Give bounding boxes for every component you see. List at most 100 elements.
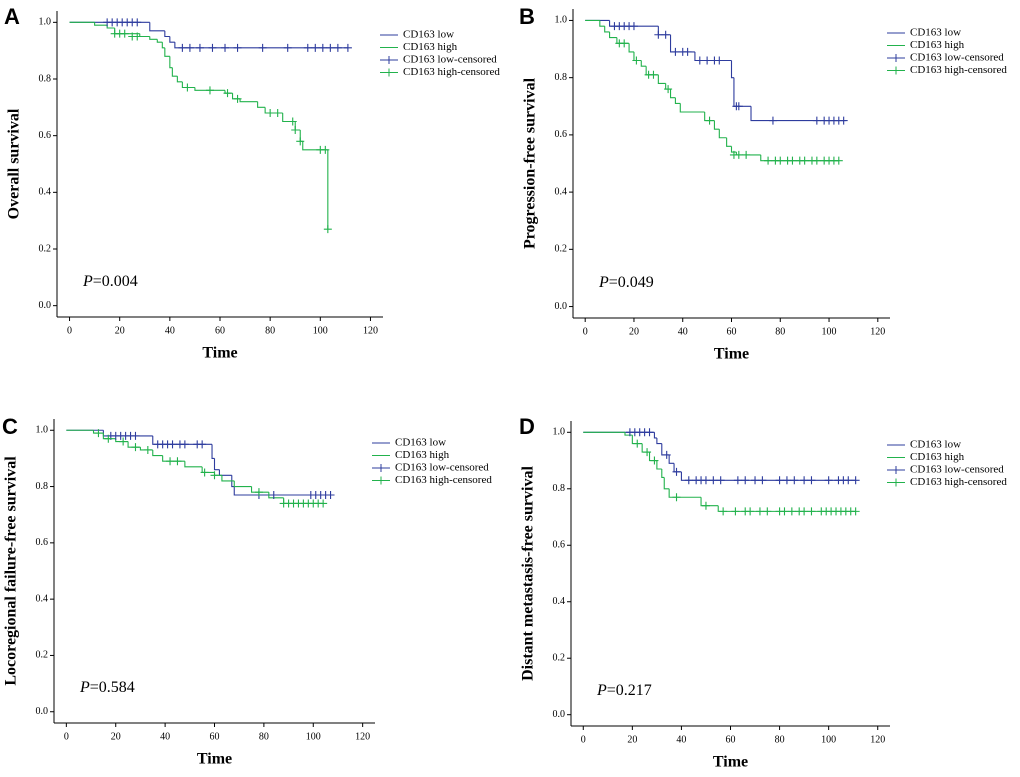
censor-mark: [323, 225, 332, 234]
survival-step: [733, 77, 752, 107]
censor-mark: [780, 507, 789, 516]
censor-mark: [731, 507, 740, 516]
censor-mark: [321, 145, 330, 154]
p-text: =0.049: [609, 274, 654, 291]
survival-step: [604, 26, 610, 33]
censor-mark: [839, 116, 848, 125]
censor-mark: [834, 156, 843, 165]
x-tick-label: 100: [821, 734, 836, 745]
censor-mark: [661, 30, 670, 39]
survival-step: [302, 141, 328, 151]
survival-step: [657, 74, 666, 84]
survival-step: [233, 480, 252, 488]
y-tick-label: 1.0: [553, 427, 566, 438]
legend-label: CD163 high-censored: [910, 64, 1007, 76]
censor-mark: [764, 156, 773, 165]
legend-label: CD163 low: [910, 439, 961, 451]
censor-mark: [800, 476, 809, 485]
survival-step: [264, 107, 283, 114]
censor-mark: [812, 156, 821, 165]
censor-mark: [221, 43, 230, 52]
survival-step: [726, 137, 732, 147]
x-tick-label: 100: [313, 325, 328, 336]
censor-mark: [741, 476, 750, 485]
censor-mark: [173, 457, 182, 466]
survival-step: [656, 460, 662, 470]
censor-mark: [782, 476, 791, 485]
censor-mark: [343, 43, 352, 52]
survival-step: [656, 437, 662, 445]
y-tick-label: 0.4: [553, 596, 566, 607]
y-tick-label: 0.2: [39, 243, 52, 254]
survival-step: [152, 435, 213, 445]
censor-mark: [283, 43, 292, 52]
x-tick-label: 0: [64, 731, 69, 742]
censor-mark: [709, 476, 718, 485]
x-tick-label: 120: [363, 325, 378, 336]
legend-label: CD163 high-censored: [403, 66, 500, 78]
censor-mark: [183, 83, 192, 92]
survival-step: [162, 455, 185, 462]
x-tick-label: 20: [111, 731, 121, 742]
censor-mark: [254, 488, 263, 497]
censor-mark: [311, 43, 320, 52]
censor-mark: [645, 428, 654, 437]
y-tick-label: 0.0: [555, 301, 568, 312]
survival-step: [213, 458, 220, 471]
censor-mark: [133, 18, 142, 27]
censor-mark: [258, 43, 267, 52]
survival-step: [176, 76, 183, 83]
x-tick-label: 80: [775, 734, 785, 745]
censor-mark: [319, 499, 328, 508]
censor-mark: [788, 156, 797, 165]
survival-step: [257, 101, 266, 108]
chart-panel: B 0.0 0.2 0.4 0.6 0.8 1.0 0 20 40 60 80 100 120 Time Pr…: [519, 4, 1007, 363]
x-tick-label: 80: [259, 731, 269, 742]
censor-mark: [650, 456, 659, 465]
y-tick-label: 0.0: [39, 300, 52, 311]
censor-mark: [671, 47, 680, 56]
censor-mark: [807, 476, 816, 485]
survival-step: [673, 463, 682, 473]
censor-mark: [303, 43, 312, 52]
p-text: =0.004: [93, 273, 138, 290]
y-tick-label: 1.0: [36, 425, 49, 436]
p-symbol: P: [598, 274, 609, 291]
y-tick-label: 0.6: [553, 540, 566, 551]
survival-step: [127, 441, 141, 448]
x-tick-label: 120: [355, 731, 370, 742]
survival-step: [169, 56, 173, 69]
survival-step: [233, 486, 331, 496]
survival-step: [657, 26, 671, 36]
x-axis-title: Time: [714, 346, 749, 363]
y-tick-label: 0.6: [555, 129, 568, 140]
legend-label: CD163 low-censored: [910, 464, 1004, 476]
censor-mark: [326, 43, 335, 52]
censor-mark: [104, 434, 113, 443]
survival-step: [171, 67, 178, 77]
censor-mark: [776, 156, 785, 165]
survival-step: [161, 42, 165, 49]
survival-step: [139, 33, 150, 38]
censor-mark: [119, 437, 128, 446]
y-axis-title: Distant metastasis-free survival: [520, 466, 537, 681]
x-tick-label: 40: [678, 326, 688, 337]
y-tick-label: 0.4: [36, 593, 49, 604]
censor-mark: [210, 471, 219, 480]
p-text: =0.584: [90, 679, 135, 696]
censor-mark: [672, 493, 681, 502]
censor-mark: [143, 445, 152, 454]
survival-step: [149, 36, 158, 40]
survival-step: [231, 93, 241, 100]
censor-mark: [94, 429, 103, 438]
censor-mark: [824, 476, 833, 485]
x-axis-title: Time: [197, 751, 232, 768]
x-tick-label: 20: [629, 326, 639, 337]
x-tick-label: 0: [581, 734, 586, 745]
survival-step: [599, 20, 605, 27]
legend-label: CD163 low: [395, 437, 446, 449]
y-axis-title: Locoregional failure-free survival: [3, 456, 20, 686]
censor-mark: [198, 440, 207, 449]
survival-step: [616, 37, 630, 44]
